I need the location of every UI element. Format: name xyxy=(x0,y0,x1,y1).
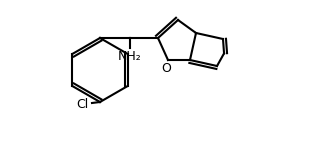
Text: O: O xyxy=(161,62,171,75)
Text: Cl: Cl xyxy=(76,97,88,111)
Text: NH₂: NH₂ xyxy=(118,49,142,62)
